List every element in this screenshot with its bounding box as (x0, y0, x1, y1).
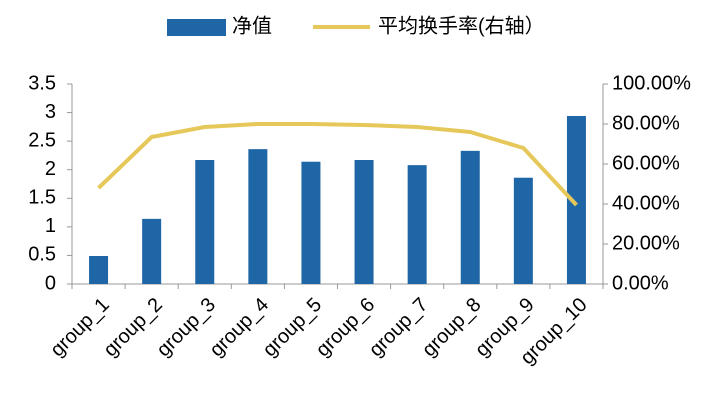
legend-swatch (167, 19, 226, 36)
legend-label: 净值 (232, 14, 272, 37)
bar (142, 218, 162, 284)
y2-tick-label: 0.00% (612, 272, 669, 294)
y2-tick-label: 100.00% (612, 72, 691, 94)
bar (195, 160, 215, 284)
y-tick-label: 0.5 (28, 244, 56, 266)
bar (354, 160, 374, 284)
bar (248, 149, 268, 284)
bar (301, 161, 321, 284)
y-tick-label: 2 (45, 158, 56, 180)
y2-tick-label: 60.00% (612, 152, 680, 174)
bar (89, 256, 109, 284)
y-tick-label: 1.5 (28, 187, 56, 209)
y2-tick-label: 40.00% (612, 192, 680, 214)
bar (407, 165, 427, 284)
y-tick-label: 2.5 (28, 129, 56, 151)
y-tick-label: 0 (45, 272, 56, 294)
bar (566, 116, 586, 284)
line (97, 122, 578, 207)
y-tick-label: 3.5 (28, 72, 56, 94)
bar (460, 150, 480, 284)
legend-label: 平均换手率(右轴） (378, 14, 545, 37)
bar (513, 177, 533, 284)
y2-tick-label: 80.00% (612, 112, 680, 134)
y-tick-label: 3 (45, 101, 56, 123)
y-tick-label: 1 (45, 215, 56, 237)
y2-tick-label: 20.00% (612, 232, 680, 254)
